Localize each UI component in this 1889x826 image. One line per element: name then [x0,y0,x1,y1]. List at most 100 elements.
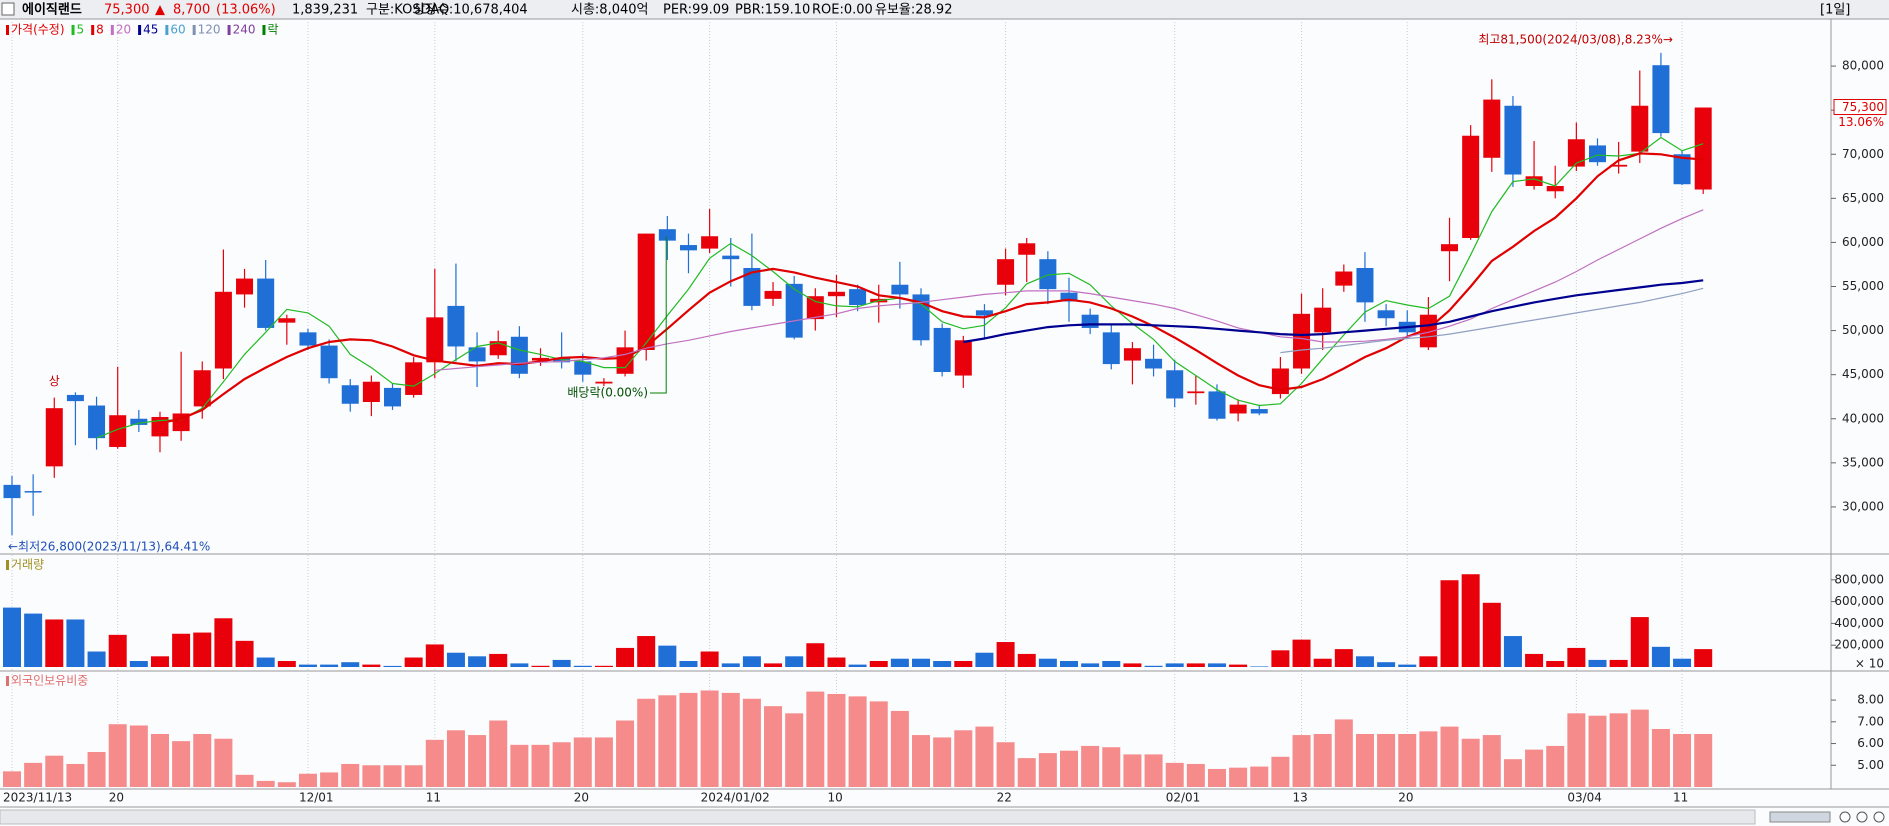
ma-line [434,209,1704,371]
change-pct: (13.06%) [216,3,276,18]
y-tick-label: 60,000 [1842,235,1884,249]
bar [341,662,360,667]
bar [679,692,698,787]
y-tick-label: 50,000 [1842,323,1884,337]
bar [108,724,127,787]
bar [383,665,402,667]
zoom-out[interactable] [1856,811,1868,823]
y-tick-label: 35,000 [1842,455,1884,469]
bar [87,752,106,787]
candle-body [1419,314,1437,348]
zoom-in[interactable] [1839,811,1851,823]
bar [172,633,191,667]
candle-body [1081,314,1099,328]
bar [1334,649,1353,667]
candle-body [891,284,909,295]
period[interactable]: [1일] [1820,3,1850,18]
legend-label: 60 [170,23,185,37]
scrollbar[interactable] [0,809,1756,825]
bar [996,742,1015,787]
x-tick-label: 20 [109,791,124,805]
candle-body [637,233,655,350]
bar [235,774,254,787]
bar [446,730,465,787]
bar [1292,639,1311,667]
bar [1081,663,1100,667]
bar [616,720,635,787]
bar [848,664,867,667]
bar [869,661,888,667]
bar [1313,733,1332,787]
candle-body [574,361,592,375]
bar [658,695,677,787]
bar [1503,636,1522,667]
y-tick-label: 65,000 [1842,191,1884,205]
bar [594,665,613,667]
bar [637,636,656,667]
bar [1651,728,1670,787]
bar [510,663,529,667]
bar [975,652,994,667]
bar [489,720,508,787]
bar [912,735,931,787]
candle-body [510,336,528,374]
checkbox[interactable] [1,2,15,16]
y-tick-label: 600,000 [1834,594,1884,608]
x-tick-label: 11 [426,791,441,805]
zoom-slider[interactable] [1769,811,1831,823]
bar [806,691,825,787]
bar [573,737,592,787]
candle-body [1356,267,1374,303]
bar [1207,768,1226,787]
bar [806,643,825,667]
bar [1144,754,1163,787]
bar [531,665,550,667]
candle-body [679,245,697,251]
bar [742,656,761,667]
legend-label: 120 [198,23,221,37]
title-swatch [6,676,9,686]
bar [1250,666,1269,667]
bar [764,706,783,787]
bar [256,780,275,787]
bar [510,744,529,787]
bar [1292,735,1311,787]
bar [425,644,444,667]
y-tick-label: 70,000 [1842,147,1884,161]
candle-body [1039,259,1057,290]
candle-body [827,291,845,297]
candle-body [320,345,338,379]
candle-body [1610,164,1628,167]
last-price-box [1833,99,1887,116]
candle-body [66,394,84,402]
x-tick-label: 12/01 [299,791,334,805]
bar [1377,662,1396,667]
bar [1334,719,1353,787]
y-tick-label: 55,000 [1842,279,1884,293]
bar [1546,745,1565,787]
bar [404,657,423,667]
bar [1398,733,1417,787]
bar [256,657,275,667]
bar [1694,649,1713,667]
bar [1440,726,1459,787]
ma-line [963,279,1704,344]
bar [129,661,148,667]
candle-body [997,259,1015,285]
bar [320,772,339,787]
bar [1102,747,1121,787]
candle-body [1102,332,1120,365]
bar [1440,580,1459,667]
bar [785,713,804,787]
bar [1123,663,1142,667]
zoom-reset[interactable] [1873,811,1885,823]
bar [3,771,21,787]
x-tick-label: 10 [827,791,842,805]
market: 구분:KOSDAQ [366,3,449,18]
bar [1207,663,1226,667]
bar [24,613,43,667]
change-sign: ▲ [155,3,165,18]
bar [1567,647,1586,667]
